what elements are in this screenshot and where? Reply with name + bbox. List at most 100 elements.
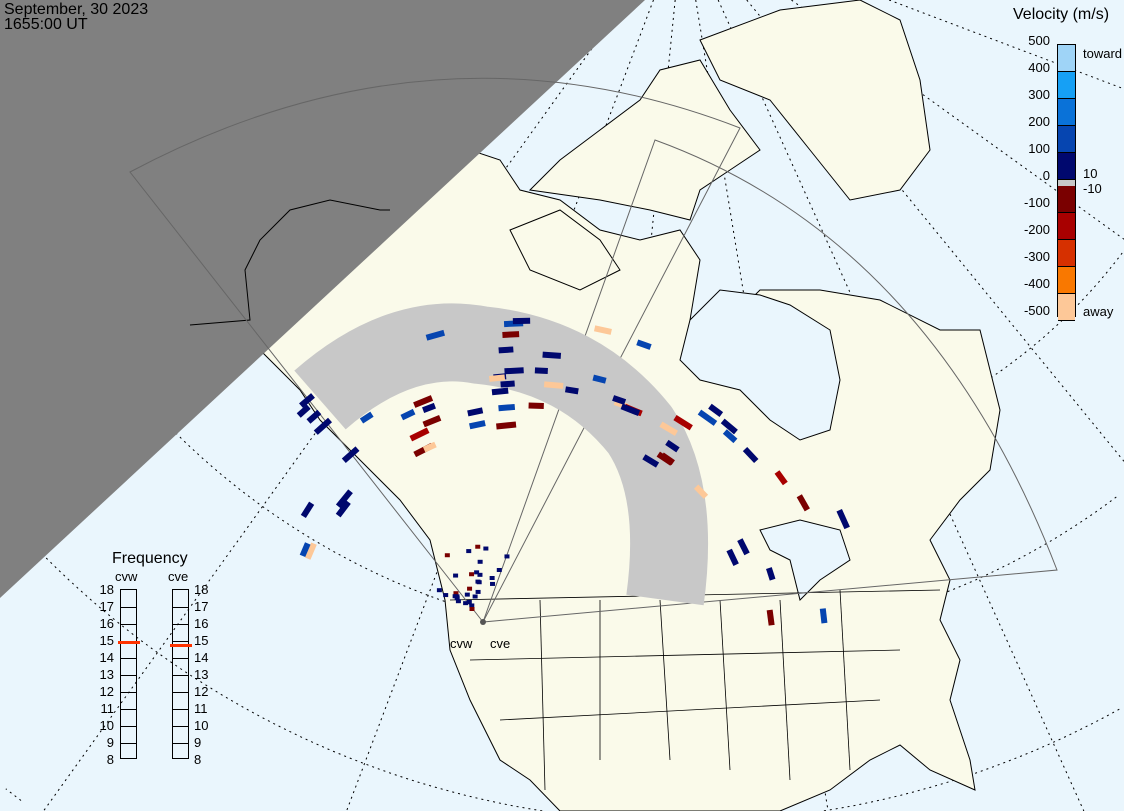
velocity-cell <box>413 395 434 408</box>
velocity-cell-near <box>475 544 481 549</box>
velocity-cell-near <box>466 599 472 604</box>
velocity-cell <box>504 367 524 375</box>
velocity-cell <box>565 386 579 395</box>
velocity-color-scale <box>1057 44 1076 321</box>
freq-radar-cve: cve <box>168 569 189 584</box>
velocity-cell-near <box>467 586 473 591</box>
frequency-marker <box>170 644 192 648</box>
velocity-tick: -400 <box>1023 276 1050 291</box>
frequency-tick: 8 <box>106 752 114 767</box>
frequency-scale-cvw <box>118 589 140 759</box>
radar-label-cve: cve <box>490 636 511 651</box>
velocity-tick: -300 <box>1023 249 1050 264</box>
night-land-outline <box>189 199 390 326</box>
velocity-tick: -500 <box>1023 303 1050 318</box>
velocity-cell <box>299 393 315 408</box>
frequency-tick: 9 <box>106 735 114 750</box>
frequency-title: Frequency <box>112 550 188 567</box>
velocity-cell <box>467 407 484 417</box>
frequency-tick: 11 <box>100 701 115 716</box>
cvw-fov <box>129 77 741 623</box>
ground-scatter-band <box>294 303 709 606</box>
frequency-tick: 9 <box>194 735 202 750</box>
velocity-cell-near <box>469 606 475 611</box>
velocity-tick: 100 <box>1028 141 1050 156</box>
velocity-tick: 300 <box>1028 87 1050 102</box>
longitude-line <box>791 0 1124 240</box>
velocity-cell <box>836 508 850 530</box>
colorbar-segment <box>1058 240 1075 267</box>
frequency-tick: 12 <box>99 684 114 699</box>
velocity-cell-near <box>475 589 481 594</box>
velocity-cell <box>592 374 607 384</box>
velocity-cell <box>742 446 759 464</box>
velocity-cell-near <box>489 576 495 581</box>
radar-fov <box>129 77 1058 623</box>
velocity-cell <box>528 402 544 410</box>
velocity-cell <box>306 409 322 424</box>
frequency-tick: 12 <box>194 684 209 699</box>
velocity-cell <box>636 339 652 350</box>
velocity-cell-near <box>477 572 483 577</box>
velocity-cell <box>422 441 437 453</box>
velocity-cell-near <box>496 567 502 572</box>
velocity-cell <box>766 567 776 581</box>
velocity-cell <box>341 446 360 464</box>
velocity-cell <box>708 403 724 417</box>
velocity-cell <box>819 608 828 624</box>
velocity-cell <box>502 331 520 338</box>
velocity-cell <box>498 403 516 412</box>
velocity-cell <box>425 329 446 341</box>
velocity-cell-near <box>490 581 496 586</box>
colorbar-ground-scatter <box>1058 180 1075 186</box>
land-arctic-islands <box>509 0 931 291</box>
velocity-cell-near <box>464 592 470 597</box>
velocity-cell <box>642 454 660 468</box>
velocity-cell <box>299 542 311 558</box>
frequency-tick: 18 <box>99 582 114 597</box>
velocity-cell <box>469 420 486 430</box>
velocity-cell <box>422 415 442 428</box>
velocity-cell-near <box>453 573 459 578</box>
velocity-cell <box>660 452 675 466</box>
state-borders <box>449 589 941 791</box>
night-region <box>0 0 645 598</box>
great-lakes <box>759 519 851 601</box>
frequency-tick: 15 <box>194 633 209 648</box>
radar-label-cvw: cvw <box>450 636 473 651</box>
time-label: 1655:00 UT <box>4 16 88 33</box>
radar-site-marker <box>480 619 486 625</box>
colorbar-segment <box>1058 267 1075 294</box>
frequency-tick: 16 <box>99 616 114 631</box>
velocity-cell <box>722 429 738 444</box>
colorbar-segment <box>1058 186 1075 213</box>
velocity-cell-near <box>469 572 475 577</box>
frequency-tick: 14 <box>99 650 114 665</box>
velocity-cell <box>659 421 678 436</box>
velocity-cell <box>422 402 436 414</box>
frequency-tick: 18 <box>194 582 209 597</box>
velocity-cells <box>296 317 850 626</box>
velocity-tick: 400 <box>1028 60 1050 75</box>
velocity-tick: 0 <box>1042 168 1050 183</box>
velocity-cell <box>400 408 416 421</box>
velocity-tick: -100 <box>1023 195 1050 210</box>
frequency-tick: 14 <box>194 650 209 665</box>
velocity-cell <box>313 417 333 435</box>
velocity-cell-near <box>469 603 475 608</box>
velocity-cell <box>491 387 509 396</box>
cve-fov <box>482 139 1058 623</box>
frequency-tick: 16 <box>194 616 209 631</box>
colorbar-segment <box>1058 294 1075 321</box>
threshold-label-pos: 10 <box>1083 166 1098 181</box>
velocity-cell-near <box>454 594 460 599</box>
velocity-cell-near <box>483 546 489 551</box>
frequency-scale-cve <box>170 589 192 759</box>
velocity-tick: 200 <box>1028 114 1050 129</box>
velocity-cell <box>500 380 515 388</box>
velocity-cell <box>673 415 693 431</box>
velocity-cell <box>296 404 311 418</box>
velocity-cell <box>489 374 506 382</box>
velocity-cell <box>300 501 315 519</box>
